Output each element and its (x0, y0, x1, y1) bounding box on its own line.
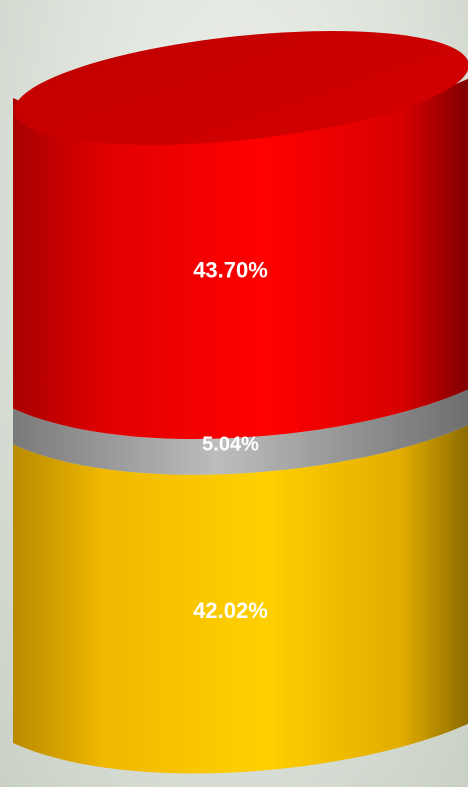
segment-red (13, 78, 468, 439)
segment-yellow (13, 425, 468, 774)
cylinder-segments (13, 31, 468, 774)
cylinder-top-cap (14, 31, 468, 145)
segment-label-yellow: 42.02% (193, 598, 268, 623)
cylinder-labels: 42.02% 5.04% 43.70% (193, 258, 268, 623)
segment-label-red: 43.70% (193, 258, 268, 283)
segment-gray (13, 389, 468, 475)
segment-label-gray: 5.04% (202, 433, 259, 455)
